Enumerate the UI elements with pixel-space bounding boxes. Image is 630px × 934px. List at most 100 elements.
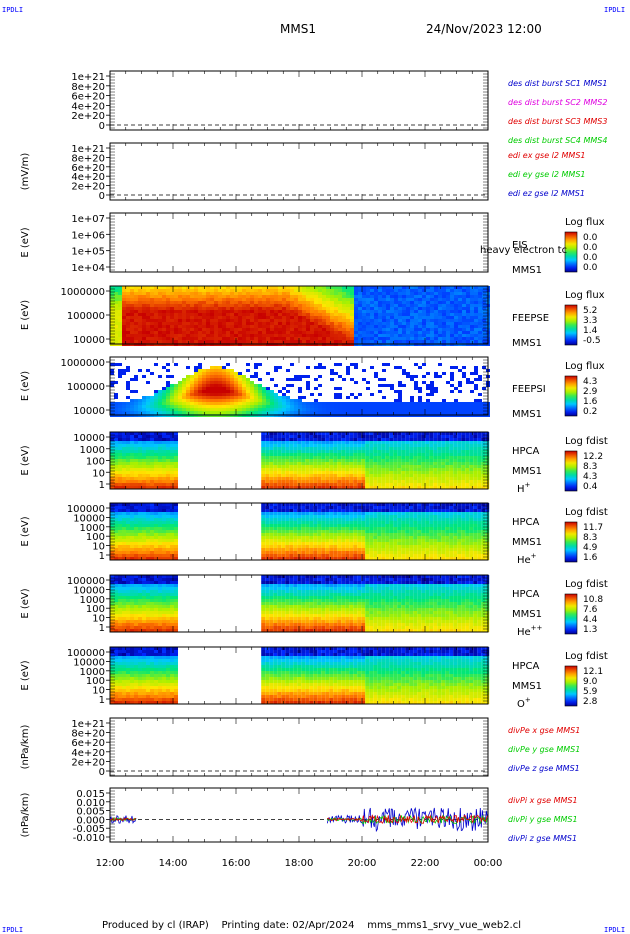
- colorbar-tick-label: 4.3: [583, 472, 597, 482]
- panel-edi: [106, 142, 489, 201]
- corner-label-bottom-right: IPDLI: [604, 926, 626, 934]
- colorbar-title: Log flux: [565, 290, 605, 301]
- ytick-label: 1000000: [60, 358, 105, 369]
- panel-eis: [106, 212, 578, 273]
- panel-frame: [109, 142, 489, 201]
- spacecraft-label: MMS1: [512, 409, 542, 420]
- panel-hpca-o: [106, 646, 578, 707]
- legend-entry: des dist burst SC2 MMS2: [508, 98, 607, 107]
- panel-feepsi: [106, 356, 578, 417]
- ytick-label: 1: [99, 695, 105, 706]
- ytick-label: 10000: [73, 406, 105, 417]
- footer: Produced by cl (IRAP) Printing date: 02/…: [102, 920, 521, 931]
- ytick-label: 1e+06: [71, 230, 105, 241]
- legend-entry: edi ez gse l2 MMS1: [508, 189, 585, 198]
- colorbar-tick-label: 3.3: [583, 316, 597, 326]
- ytick-label: 1e+21: [71, 719, 105, 730]
- colorbar: [564, 375, 578, 417]
- ytick-label: 100000: [67, 576, 105, 587]
- colorbar-tick-label: 0.2: [583, 407, 597, 417]
- spacecraft-label: MMS1: [512, 265, 542, 276]
- colorbar-tick-label: 0.0: [583, 263, 598, 273]
- panel-des-dist: [106, 70, 489, 131]
- ytick-label: 100: [86, 532, 105, 543]
- colorbar: [564, 304, 578, 346]
- legend-entry: edi ex gse l2 MMS1: [508, 151, 586, 160]
- ytick-label: 1000000: [60, 287, 105, 298]
- colorbar-tick-label: 9.0: [583, 677, 598, 687]
- colorbar-tick-label: 10.8: [583, 595, 603, 605]
- y-axis-label: (nPa/km): [20, 725, 31, 770]
- ytick-label: 0.000: [76, 815, 105, 826]
- xtick-label: 18:00: [285, 858, 314, 869]
- series-red: [327, 814, 488, 824]
- colorbar-title: Log flux: [565, 361, 605, 372]
- colorbar: [564, 521, 578, 563]
- instrument-label: FEEPSE: [512, 313, 549, 324]
- ytick-label: 4e+20: [71, 101, 105, 112]
- species-label: O+: [517, 696, 531, 710]
- panel-hpca-he2: [106, 574, 578, 635]
- ytick-label: 10: [92, 468, 105, 479]
- spacecraft-label: MMS1: [512, 681, 542, 692]
- footer-produced-by: Produced by cl (IRAP): [102, 920, 209, 931]
- legend-entry: divPe y gse MMS1: [508, 745, 580, 754]
- ytick-label: 8e+20: [71, 729, 105, 740]
- corner-label-bottom-left: IPDLI: [2, 926, 24, 934]
- legend-entry: des dist burst SC1 MMS1: [508, 79, 607, 88]
- colorbar-title: Log fdist: [565, 436, 608, 447]
- colorbar-tick-label: 4.3: [583, 377, 597, 387]
- xtick-label: 16:00: [222, 858, 251, 869]
- instrument-label: HPCA: [512, 446, 540, 457]
- legend-entry: divPe z gse MMS1: [508, 764, 580, 773]
- panel-frame: [109, 717, 489, 777]
- legend-entry: divPi y gse MMS1: [508, 815, 578, 824]
- panel-divpi: [106, 787, 489, 843]
- panel-frame: [109, 70, 489, 131]
- footer-filename: mms_mms1_srvy_vue_web2.cl: [367, 920, 522, 931]
- ytick-label: 10000: [73, 335, 105, 346]
- colorbar-tick-label: 0.4: [583, 482, 598, 492]
- colorbar-title: Log fdist: [565, 507, 608, 518]
- panel-frame: [109, 212, 489, 273]
- ytick-label: 1000: [80, 445, 105, 456]
- instrument-label: HPCA: [512, 661, 540, 672]
- spacecraft-label: MMS1: [512, 466, 542, 477]
- colorbar-tick-label: 11.7: [583, 523, 603, 533]
- spacecraft-label: MMS1: [512, 338, 542, 349]
- colorbar-tick-label: 7.6: [583, 605, 598, 615]
- colorbar-title: Log fdist: [565, 651, 608, 662]
- ytick-label: 1000: [80, 667, 105, 678]
- series-blue: [326, 807, 488, 833]
- ytick-label: 6e+20: [71, 738, 105, 749]
- colorbar-tick-label: 5.9: [583, 687, 598, 697]
- ytick-label: 1e+21: [71, 72, 105, 83]
- colorbar: [564, 593, 578, 635]
- corner-label-top-right: IPDLI: [604, 6, 626, 14]
- colorbar-tick-label: 2.9: [583, 387, 598, 397]
- ytick-label: 6e+20: [71, 163, 105, 174]
- colorbar: [564, 231, 578, 273]
- colorbar-tick-label: 8.3: [583, 462, 597, 472]
- ytick-label: 6e+20: [71, 92, 105, 103]
- ytick-label: 100: [86, 676, 105, 687]
- ytick-label: 0.010: [76, 798, 105, 809]
- ytick-label: 2e+20: [71, 757, 105, 768]
- footer-printing-date: Printing date: 02/Apr/2024: [221, 920, 355, 931]
- ytick-label: 8e+20: [71, 153, 105, 164]
- colorbar-tick-label: 4.9: [583, 543, 598, 553]
- ytick-label: 10: [92, 686, 105, 697]
- colorbar-tick-label: -0.5: [583, 336, 601, 346]
- datetime-title: 24/Nov/2023 12:00: [426, 22, 542, 36]
- ytick-label: 1: [99, 480, 105, 491]
- spacecraft-title: MMS1: [280, 22, 316, 36]
- instrument-label: FEEPSI: [512, 384, 546, 395]
- species-label: He+: [517, 552, 537, 566]
- ytick-label: 1000: [80, 595, 105, 606]
- ytick-label: 1e+05: [71, 247, 105, 258]
- colorbar-tick-label: 12.2: [583, 452, 603, 462]
- xtick-label: 12:00: [96, 858, 125, 869]
- ytick-label: 100: [86, 457, 105, 468]
- ytick-label: 4e+20: [71, 172, 105, 183]
